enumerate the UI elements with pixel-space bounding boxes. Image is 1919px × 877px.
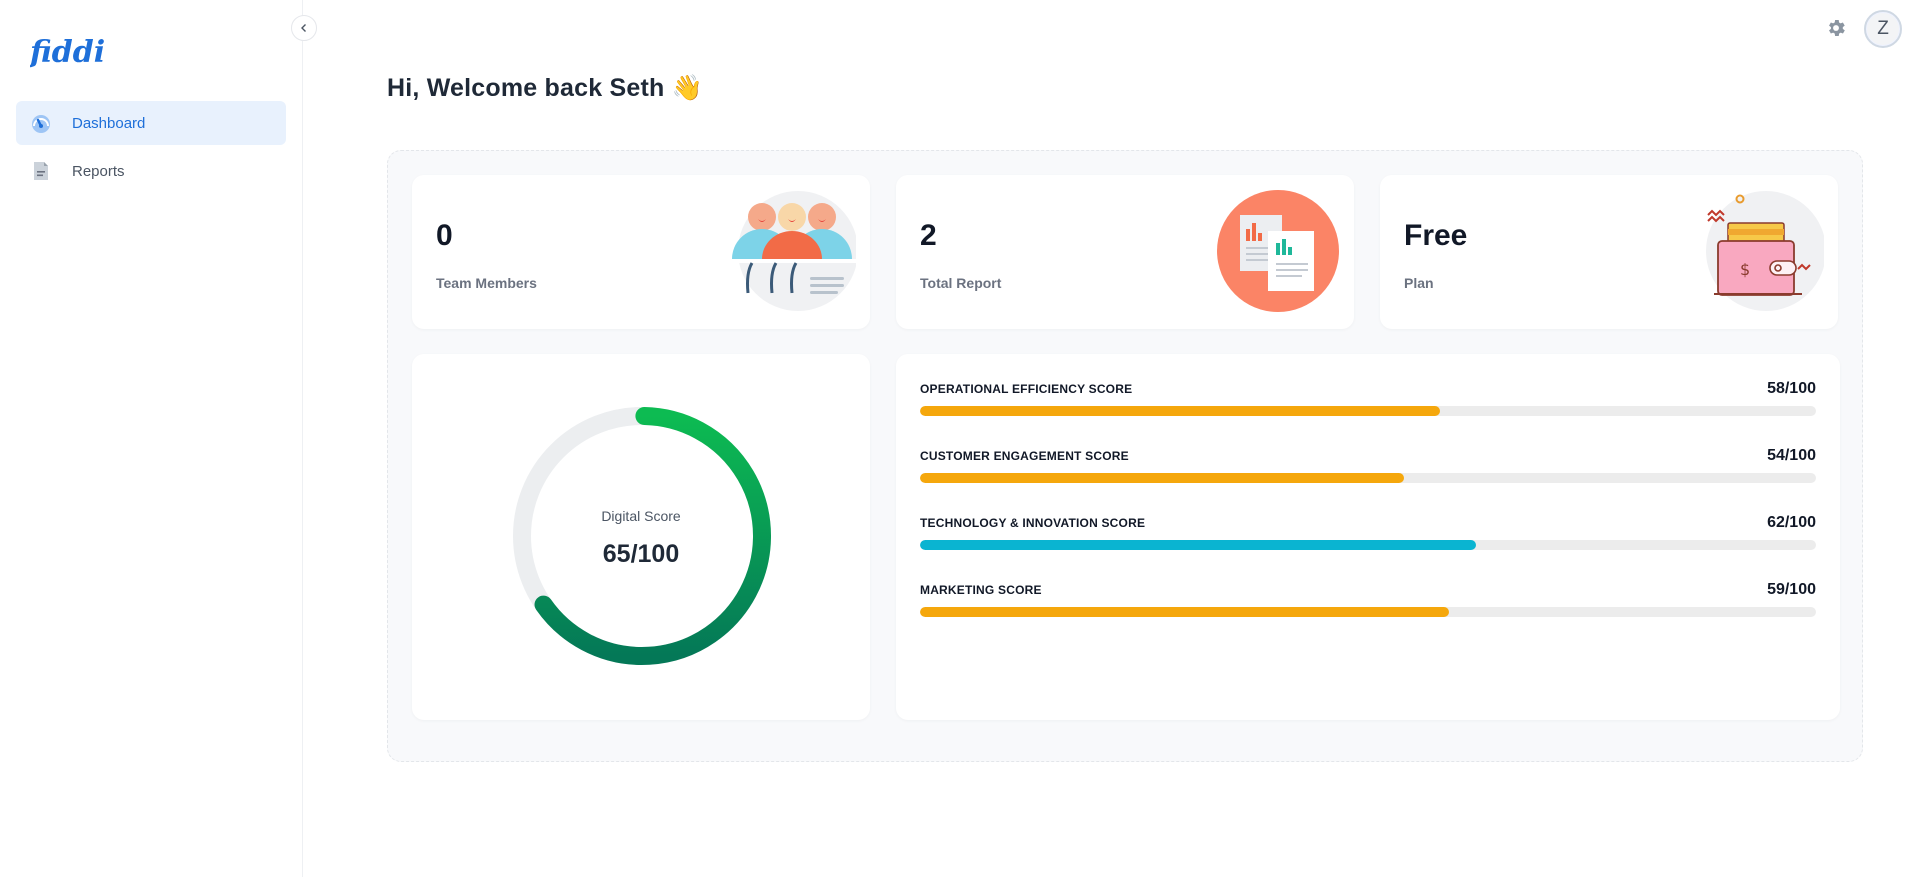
- digital-score-label: Digital Score: [601, 508, 681, 524]
- metric-name: TECHNOLOGY & INNOVATION SCORE: [920, 516, 1146, 530]
- ring-progress-arc: [534, 407, 771, 665]
- fiddi-logo[interactable]: fiddi: [28, 34, 110, 74]
- digital-score-ring: [513, 407, 771, 665]
- sidebar: fiddi Dashboard: [0, 0, 303, 877]
- metric-row: OPERATIONAL EFFICIENCY SCORE 58/100: [920, 380, 1816, 426]
- sidebar-item-label: Reports: [72, 162, 125, 180]
- wallet-illustration-icon: $: [1700, 189, 1826, 313]
- stat-label: Total Report: [920, 275, 1002, 291]
- sidebar-item-label: Dashboard: [72, 114, 146, 132]
- avatar[interactable]: Z: [1864, 10, 1902, 48]
- digital-score-value: 65/100: [602, 540, 680, 568]
- report-icon: [30, 160, 52, 182]
- metric-progress-fill: [920, 607, 1449, 617]
- dashboard-panel: 0 Team Members: [387, 150, 1863, 762]
- svg-text:fiddi: fiddi: [30, 35, 105, 70]
- plan-card[interactable]: Free Plan $: [1380, 175, 1838, 329]
- svg-text:$: $: [1740, 260, 1750, 279]
- metric-progress-fill: [920, 473, 1404, 483]
- score-breakdown-card: OPERATIONAL EFFICIENCY SCORE 58/100 CUST…: [896, 354, 1840, 720]
- metric-value: 54/100: [1767, 447, 1816, 464]
- metric-row: MARKETING SCORE 59/100: [920, 581, 1816, 627]
- sidebar-item-reports[interactable]: Reports: [16, 149, 286, 193]
- stat-label: Plan: [1404, 275, 1434, 291]
- stat-label: Team Members: [436, 275, 537, 291]
- sidebar-nav: Dashboard Reports: [16, 101, 286, 197]
- digital-score-card: Digital Score 65/100: [412, 354, 870, 720]
- metric-value: 59/100: [1767, 581, 1816, 598]
- total-report-card[interactable]: 2 Total Report: [896, 175, 1354, 329]
- stat-value: 2: [920, 219, 937, 252]
- metric-progress-track: [920, 406, 1816, 416]
- stat-value: Free: [1404, 219, 1468, 252]
- reports-illustration-icon: [1216, 189, 1340, 313]
- metric-progress-track: [920, 540, 1816, 550]
- metric-name: MARKETING SCORE: [920, 583, 1042, 597]
- metric-row: CUSTOMER ENGAGEMENT SCORE 54/100: [920, 447, 1816, 493]
- metric-progress-fill: [920, 540, 1476, 550]
- sidebar-collapse-button[interactable]: [291, 15, 317, 41]
- gear-icon[interactable]: [1825, 17, 1847, 39]
- metric-value: 62/100: [1767, 514, 1816, 531]
- team-members-card[interactable]: 0 Team Members: [412, 175, 870, 329]
- metric-value: 58/100: [1767, 380, 1816, 397]
- metric-row: TECHNOLOGY & INNOVATION SCORE 62/100: [920, 514, 1816, 560]
- stat-value: 0: [436, 219, 453, 252]
- sidebar-item-dashboard[interactable]: Dashboard: [16, 101, 286, 145]
- team-illustration-icon: [732, 189, 858, 313]
- chevron-left-icon: [301, 24, 306, 32]
- metric-name: OPERATIONAL EFFICIENCY SCORE: [920, 382, 1133, 396]
- metric-name: CUSTOMER ENGAGEMENT SCORE: [920, 449, 1129, 463]
- page-title: Hi, Welcome back Seth 👋: [387, 74, 703, 102]
- metric-progress-fill: [920, 406, 1440, 416]
- metric-progress-track: [920, 607, 1816, 617]
- metric-progress-track: [920, 473, 1816, 483]
- dashboard-icon: [30, 112, 52, 134]
